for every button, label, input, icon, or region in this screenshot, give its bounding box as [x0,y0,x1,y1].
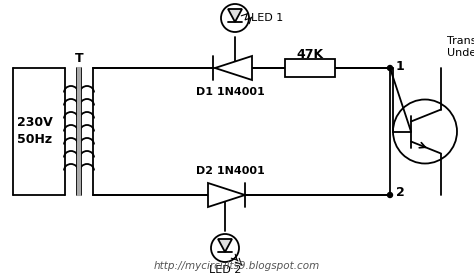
Polygon shape [228,9,242,22]
Text: D1 1N4001: D1 1N4001 [196,87,264,97]
Polygon shape [215,56,252,80]
Text: 2: 2 [396,187,405,199]
Text: D2 1N4001: D2 1N4001 [196,166,264,176]
Polygon shape [218,239,232,252]
Polygon shape [208,183,245,207]
Text: 230V
50Hz: 230V 50Hz [17,116,53,146]
Bar [285,59,335,77]
Circle shape [388,193,392,198]
Text: T: T [75,52,83,64]
Text: Transistor
Under Te: Transistor Under Te [447,36,474,58]
Text: LED 1: LED 1 [251,13,283,23]
Circle shape [388,65,392,70]
Text: 1: 1 [396,59,405,73]
Text: http://mycircuits9.blogspot.com: http://mycircuits9.blogspot.com [154,261,320,271]
Text: LED 2: LED 2 [209,265,241,274]
Text: 47K: 47K [296,47,324,61]
